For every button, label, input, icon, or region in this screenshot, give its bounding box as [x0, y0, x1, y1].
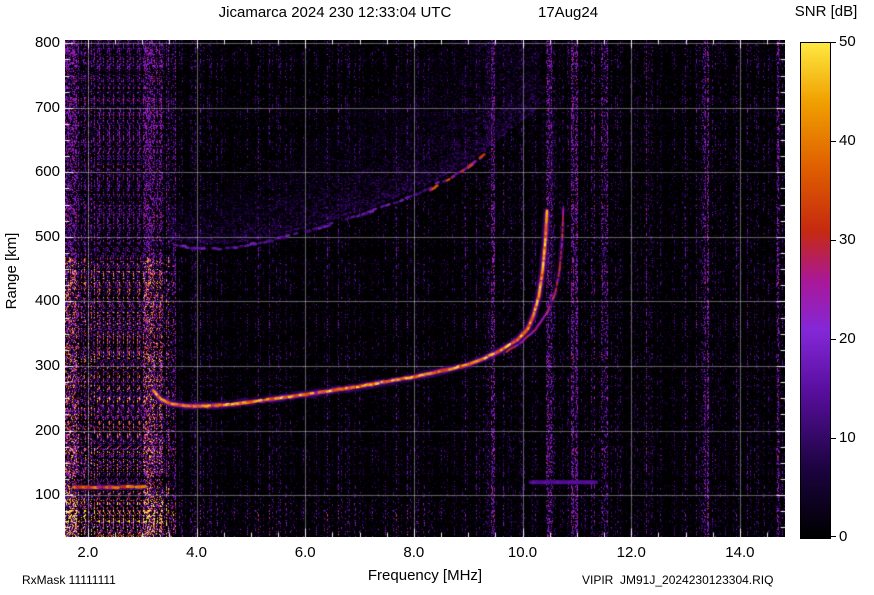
colorbar-tick-label: 40	[839, 132, 856, 149]
date-label: 17Aug24	[538, 4, 599, 21]
x-tick-label: 2.0	[77, 544, 99, 561]
x-tick-label: 8.0	[403, 544, 425, 561]
ionogram-canvas	[65, 40, 785, 537]
colorbar-tick-label: 20	[839, 330, 856, 347]
colorbar-title: SNR [dB]	[794, 3, 858, 20]
y-tick-label: 500	[34, 227, 60, 245]
data-file-label: VIPIR JM91J_2024230123304.RIQ	[582, 573, 774, 587]
colorbar-tick-mark	[831, 42, 836, 43]
colorbar-tick-label: 50	[839, 33, 856, 50]
colorbar	[800, 42, 831, 539]
y-tick-label: 300	[34, 356, 60, 374]
y-tick-label: 800	[34, 34, 60, 52]
colorbar-tick-mark	[831, 240, 836, 241]
y-tick-label: 100	[34, 486, 60, 504]
x-tick-label: 14.0	[725, 544, 755, 561]
y-tick-label: 200	[34, 421, 60, 439]
x-tick-label: 4.0	[186, 544, 207, 561]
colorbar-tick-mark	[831, 339, 836, 340]
x-tick-label: 6.0	[294, 544, 316, 561]
colorbar-tick-label: 10	[839, 429, 856, 446]
plot-area	[65, 40, 785, 537]
colorbar-tick-mark	[831, 438, 836, 439]
y-tick-label: 400	[34, 292, 60, 310]
plot-title: Jicamarca 2024 230 12:33:04 UTC	[218, 4, 452, 21]
y-tick-label: 700	[34, 98, 60, 116]
rxmask-label: RxMask 11111111	[22, 573, 116, 587]
colorbar-tick-mark	[831, 141, 836, 142]
x-tick-label: 10.0	[507, 544, 538, 561]
x-axis-label: Frequency [MHz]	[367, 567, 483, 584]
colorbar-tick-mark	[831, 536, 836, 537]
x-tick-label: 12.0	[616, 544, 646, 561]
colorbar-tick-label: 30	[839, 231, 856, 248]
colorbar-gradient	[801, 43, 830, 538]
colorbar-tick-label: 0	[839, 528, 848, 545]
y-tick-label: 600	[34, 163, 60, 181]
